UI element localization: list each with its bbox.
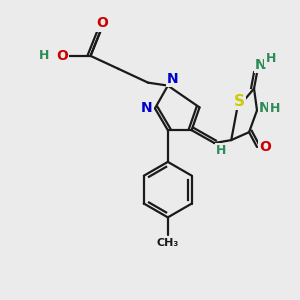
Text: N: N: [141, 101, 153, 116]
Text: N: N: [167, 72, 178, 86]
Text: O: O: [97, 16, 108, 30]
Text: N: N: [255, 58, 267, 72]
Text: CH₃: CH₃: [157, 238, 179, 248]
Text: H: H: [216, 145, 226, 158]
Text: H: H: [266, 52, 276, 65]
Text: H: H: [39, 50, 49, 62]
Text: O: O: [259, 140, 271, 154]
Text: O: O: [56, 49, 68, 63]
Text: S: S: [234, 94, 245, 109]
Text: H: H: [270, 102, 280, 115]
Text: N: N: [259, 101, 271, 116]
